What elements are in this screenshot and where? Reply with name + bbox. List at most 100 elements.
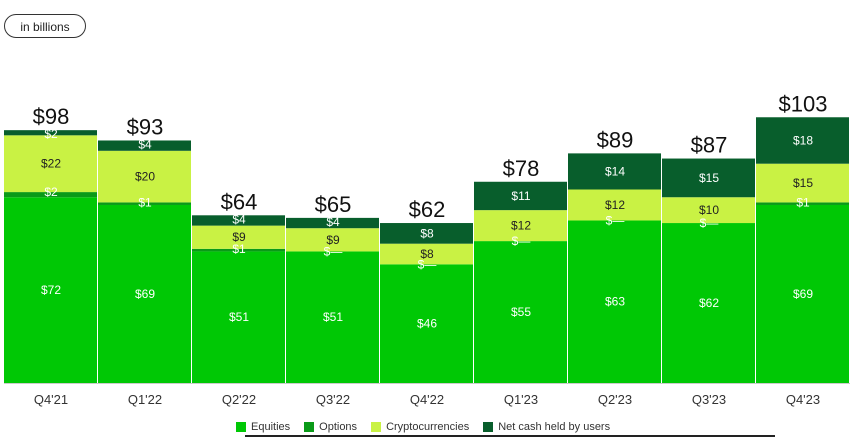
total-label: $87 (691, 133, 728, 158)
data-label: $22 (41, 157, 61, 171)
bar-segment-equities (192, 251, 285, 383)
bar-segment-cryptocurrencies (286, 228, 379, 252)
data-label: $— (700, 216, 719, 230)
bar-segment-options (4, 192, 97, 198)
data-label: $62 (699, 296, 719, 310)
bar-segment-options (192, 248, 285, 252)
x-tick-label: Q2'23 (598, 392, 632, 407)
data-label: $69 (793, 287, 813, 301)
bar-segment-net-cash-held-by-users (662, 158, 755, 198)
data-label: $12 (511, 219, 531, 233)
data-label: $— (324, 244, 343, 258)
data-label: $20 (135, 170, 155, 184)
bar-segment-cryptocurrencies (662, 197, 755, 224)
legend-item: Equities (236, 421, 290, 433)
legend-swatch (236, 422, 246, 432)
bar-segment-net-cash-held-by-users (474, 181, 567, 211)
bar-segment-cryptocurrencies (474, 210, 567, 242)
bar-segment-net-cash-held-by-users (568, 153, 661, 190)
data-label: $2 (44, 185, 58, 199)
bar-segment-equities (662, 223, 755, 383)
bar-segment-cryptocurrencies (4, 135, 97, 193)
bar-segment-equities (98, 204, 191, 383)
total-label: $98 (33, 104, 70, 129)
bar-segment-net-cash-held-by-users (756, 117, 849, 164)
bar-segment-cryptocurrencies (756, 163, 849, 203)
data-label: $63 (605, 295, 625, 309)
bar-segment-cryptocurrencies (568, 189, 661, 221)
total-label: $65 (315, 192, 352, 217)
total-label: $89 (597, 127, 634, 152)
data-label: $12 (605, 198, 625, 212)
legend: Equities Options Cryptocurrencies Net cash … (236, 421, 610, 433)
bar-segment-net-cash-held-by-users (98, 140, 191, 151)
stacked-bar-chart: $98 Q4'21 $93 Q1'22 $64 Q2'22 $65 Q3'22 $62 Q4'22… (4, 91, 850, 407)
bar-segment-equities (756, 204, 849, 383)
legend-label: Options (319, 421, 358, 433)
bar-segment-equities (286, 251, 379, 383)
x-tick-label: Q1'22 (128, 392, 162, 407)
legend-swatch (483, 422, 494, 432)
total-label: $64 (221, 189, 258, 214)
total-label: $93 (127, 114, 164, 139)
total-label: $62 (409, 197, 446, 222)
total-label: $103 (779, 91, 828, 116)
x-tick-label: Q2'22 (222, 392, 256, 407)
bar-segment-equities (380, 264, 473, 383)
units-badge: in billions (4, 14, 86, 38)
data-label: $1 (796, 195, 810, 209)
bar-segment-equities (4, 197, 97, 383)
data-label: $— (512, 234, 531, 248)
data-label: $14 (605, 164, 625, 178)
data-label: $15 (699, 171, 719, 185)
data-label: $72 (41, 283, 61, 297)
x-tick-label: Q3'23 (692, 392, 726, 407)
data-label: $15 (793, 176, 813, 190)
legend-underline (245, 435, 775, 437)
bar-segment-net-cash-held-by-users (4, 130, 97, 136)
data-label: $4 (232, 212, 246, 226)
bar-segment-cryptocurrencies (192, 225, 285, 249)
x-tick-label: Q4'23 (786, 392, 820, 407)
data-label: $— (606, 213, 625, 227)
legend-label: Cryptocurrencies (386, 421, 470, 433)
bar-segment-equities (474, 241, 567, 383)
legend-item: Options (304, 421, 357, 433)
bar-segment-equities (568, 220, 661, 383)
data-label: $46 (417, 317, 437, 331)
legend-swatch (304, 422, 315, 432)
bar-segment-cryptocurrencies (98, 150, 191, 203)
legend-label: Net cash held by users (498, 421, 611, 433)
data-label: $8 (420, 247, 434, 261)
x-tick-label: Q4'21 (34, 392, 68, 407)
data-label: $55 (511, 305, 531, 319)
data-label: $1 (232, 242, 246, 256)
data-label: $69 (135, 287, 155, 301)
total-label: $78 (503, 156, 540, 181)
data-label: $51 (229, 310, 249, 324)
data-label: $9 (232, 230, 246, 244)
bar-segment-net-cash-held-by-users (380, 223, 473, 244)
data-label: $9 (326, 233, 340, 247)
data-label: $1 (138, 195, 152, 209)
bar-segment-options (756, 202, 849, 205)
data-label: $— (418, 257, 437, 271)
data-label: $51 (323, 310, 343, 324)
x-tick-label: Q1'23 (504, 392, 538, 407)
legend-item: Net cash held by users (483, 421, 610, 433)
bar-segment-net-cash-held-by-users (192, 215, 285, 226)
data-label: $10 (699, 203, 719, 217)
bar-segment-cryptocurrencies (380, 243, 473, 265)
data-label: $11 (511, 189, 530, 203)
legend-item: Cryptocurrencies (371, 421, 469, 433)
bar-segment-net-cash-held-by-users (286, 217, 379, 229)
legend-swatch (371, 422, 382, 432)
legend-label: Equities (251, 421, 291, 433)
data-label: $4 (326, 215, 340, 229)
data-label: $18 (793, 133, 813, 147)
data-label: $2 (44, 127, 58, 141)
data-label: $4 (138, 137, 152, 151)
x-tick-label: Q4'22 (410, 392, 444, 407)
x-tick-label: Q3'22 (316, 392, 350, 407)
bar-segment-options (98, 202, 191, 205)
